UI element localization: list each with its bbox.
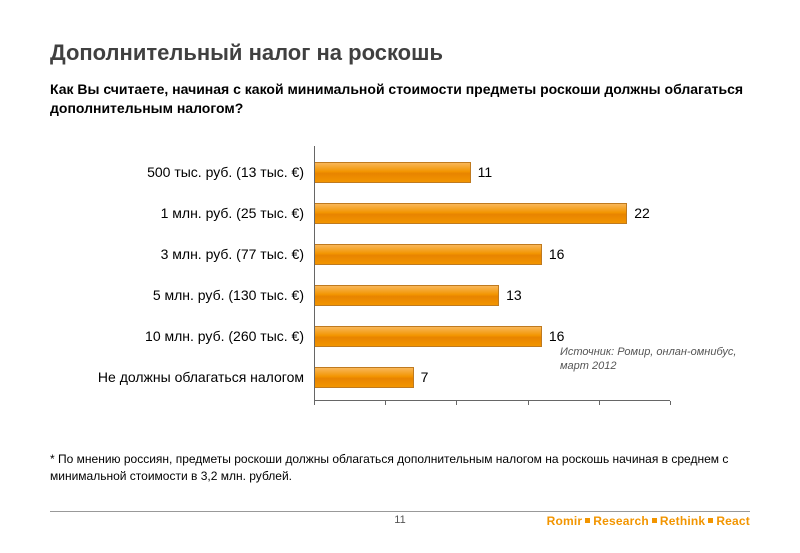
footer: 11 RomirResearchRethinkReact	[0, 511, 800, 533]
value-label: 11	[471, 164, 493, 180]
footer-divider	[50, 511, 750, 512]
chart-row: 3 млн. руб. (77 тыс. €) 16	[50, 234, 750, 275]
category-label: 500 тыс. руб. (13 тыс. €)	[50, 164, 309, 180]
slide-title: Дополнительный налог на роскошь	[50, 40, 750, 66]
value-label: 22	[627, 205, 650, 221]
x-tick	[385, 401, 386, 405]
category-label: 5 млн. руб. (130 тыс. €)	[50, 287, 309, 303]
x-tick	[599, 401, 600, 405]
chart-row: 5 млн. руб. (130 тыс. €) 13	[50, 275, 750, 316]
slide: Дополнительный налог на роскошь Как Вы с…	[0, 0, 800, 553]
source-text: Источник: Ромир, онлан-омнибус, март 201…	[560, 345, 760, 374]
brand-word: Research	[593, 514, 649, 528]
brand-word: React	[716, 514, 750, 528]
x-tick	[528, 401, 529, 405]
slide-subtitle: Как Вы считаете, начиная с какой минимал…	[50, 80, 750, 118]
category-label: 1 млн. руб. (25 тыс. €)	[50, 205, 309, 221]
brand-dot-icon	[585, 518, 590, 523]
x-tick	[314, 401, 315, 405]
bar-fill	[314, 162, 471, 183]
bar: 16	[314, 244, 542, 265]
value-label: 7	[414, 369, 429, 385]
bar-fill	[314, 203, 627, 224]
bar-fill	[314, 367, 414, 388]
brand-dot-icon	[652, 518, 657, 523]
bar: 11	[314, 162, 471, 183]
chart-row: 500 тыс. руб. (13 тыс. €) 11	[50, 152, 750, 193]
bar: 7	[314, 367, 414, 388]
footnote-text: * По мнению россиян, предметы роскоши до…	[50, 451, 800, 485]
x-tick	[456, 401, 457, 405]
category-label: 3 млн. руб. (77 тыс. €)	[50, 246, 309, 262]
value-label: 13	[499, 287, 522, 303]
category-label: 10 млн. руб. (260 тыс. €)	[50, 328, 309, 344]
brand-word: Rethink	[660, 514, 705, 528]
y-axis	[314, 146, 315, 401]
bar: 22	[314, 203, 627, 224]
bar-fill	[314, 285, 499, 306]
bar-fill	[314, 244, 542, 265]
x-tick	[670, 401, 671, 405]
chart-row: 1 млн. руб. (25 тыс. €) 22	[50, 193, 750, 234]
brand-tagline: Romir Research Rethink React	[547, 514, 750, 528]
bar: 13	[314, 285, 499, 306]
value-label: 16	[542, 328, 565, 344]
bar: 16	[314, 326, 542, 347]
value-label: 16	[542, 246, 565, 262]
x-axis	[314, 400, 670, 401]
bar-fill	[314, 326, 542, 347]
brand-dot-icon	[708, 518, 713, 523]
brand-word: Romir	[547, 514, 583, 528]
category-label: Не должны облагаться налогом	[50, 369, 309, 385]
